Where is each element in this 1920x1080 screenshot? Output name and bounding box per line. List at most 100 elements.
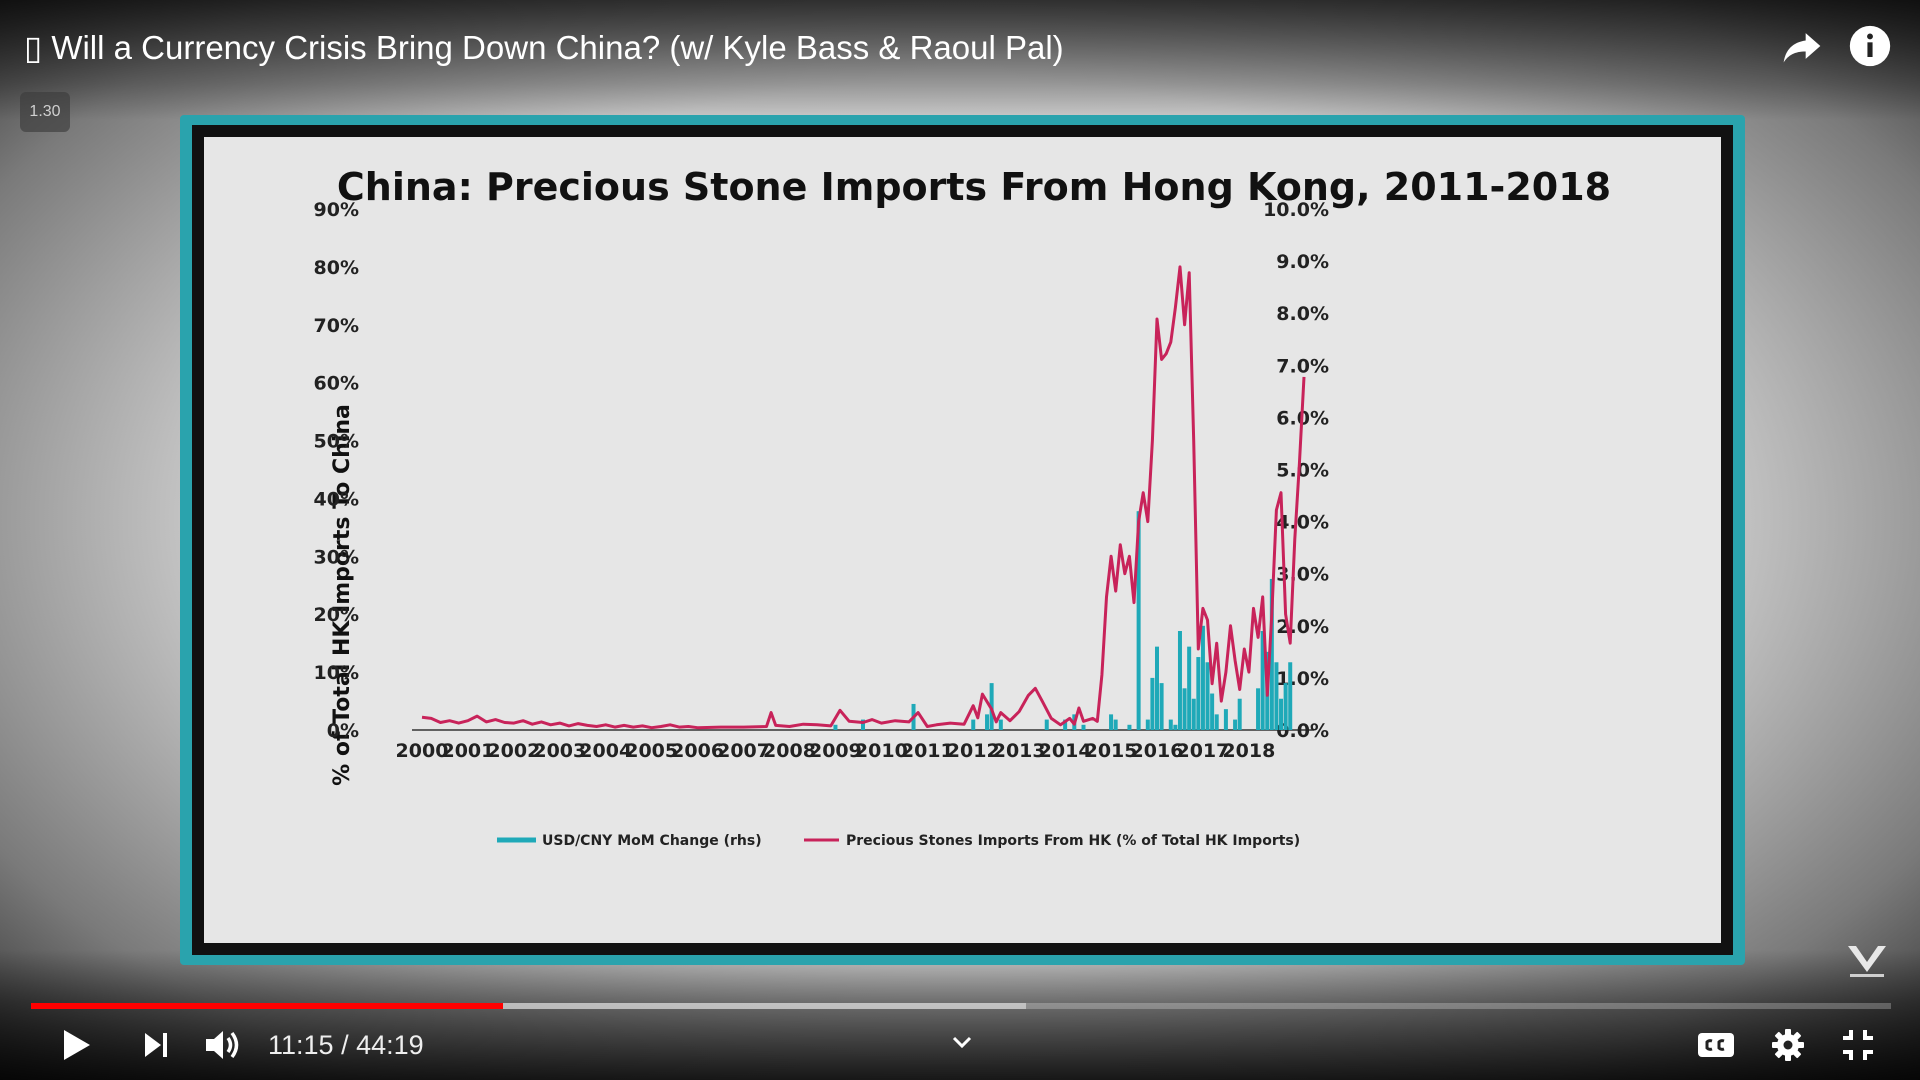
captions-button[interactable] (1694, 1024, 1738, 1066)
chart-bar (1288, 662, 1293, 730)
play-icon (64, 1030, 90, 1060)
chart-y2-tick-label: 10.0% (1263, 199, 1329, 221)
chart-x-tick-label: 2014 (1039, 740, 1092, 762)
chart-y2-tick-label: 2.0% (1276, 616, 1329, 638)
progress-buffered (31, 1003, 1027, 1009)
play-button[interactable] (56, 1024, 96, 1066)
chart-bar (1177, 631, 1182, 730)
time-display: 11:15 / 44:19 (268, 1030, 424, 1061)
chart-bar (1191, 698, 1196, 730)
chart-x-tick-label: 2001 (441, 740, 494, 762)
playback-speed-badge: 1.30 (20, 92, 70, 132)
chart-bar (1187, 646, 1192, 730)
chart-y-tick-label: 50% (314, 431, 359, 453)
chart-y-tick-label: 30% (314, 546, 359, 568)
chart-bar (833, 724, 838, 730)
chart-bar (1155, 646, 1159, 730)
chart-x-tick-label: 2004 (579, 740, 632, 762)
chart-y2-tick-label: 5.0% (1276, 460, 1329, 482)
chart-bar (1279, 698, 1284, 730)
chart-bar (1196, 657, 1201, 730)
chart-x-tick-label: 2011 (901, 740, 954, 762)
chart-x-tick-label: 2018 (1222, 740, 1275, 762)
chart-y2-tick-label: 4.0% (1276, 512, 1329, 534)
chart-bar (1200, 625, 1205, 730)
chart-bar (1274, 662, 1279, 730)
chart-title: China: Precious Stone Imports From Hong … (337, 165, 1611, 209)
chart-bar (1173, 724, 1178, 730)
info-button[interactable] (1848, 24, 1892, 68)
volume-button[interactable] (202, 1024, 246, 1066)
chart-y-tick-label: 60% (314, 373, 359, 395)
progress-bar[interactable] (31, 1003, 1891, 1009)
next-button[interactable] (138, 1024, 174, 1066)
chart-y2-tick-label: 3.0% (1276, 564, 1329, 586)
chart-bar (1136, 511, 1141, 730)
chart-y-tick-label: 10% (314, 662, 359, 684)
chart-x-tick-label: 2012 (947, 740, 1000, 762)
chart-bar (1210, 693, 1215, 730)
chart-bar (1233, 719, 1238, 730)
share-arrow-icon (1783, 33, 1821, 63)
chart-x-tick-label: 2013 (993, 740, 1046, 762)
chart-x-tick-label: 2006 (671, 740, 724, 762)
legend-label-usd-cny: USD/CNY MoM Change (rhs) (542, 833, 762, 849)
chart-paper: China: Precious Stone Imports From Hong … (204, 137, 1721, 943)
chart-frame-border: China: Precious Stone Imports From Hong … (192, 125, 1733, 955)
chart-x-tick-label: 2007 (717, 740, 770, 762)
chart-bar (1205, 662, 1210, 730)
chart-x-tick-label: 2000 (396, 740, 449, 762)
chart-x-tick-label: 2002 (487, 740, 540, 762)
chart-bar (1081, 724, 1086, 730)
chart-x-tick-label: 2005 (625, 740, 678, 762)
exit-fullscreen-icon (1843, 1030, 1873, 1060)
legend-label-precious-stones: Precious Stones Imports From HK (% of To… (846, 833, 1300, 849)
chart-bar (1223, 709, 1228, 730)
chart-x-tick-label: 2010 (855, 740, 908, 762)
chart-bar (1168, 719, 1173, 730)
chart-bar (1260, 631, 1265, 730)
progress-played (31, 1003, 504, 1009)
chart-y2-tick-label: 7.0% (1276, 355, 1329, 377)
chart-bar (1237, 698, 1242, 730)
closed-captions-icon (1698, 1033, 1734, 1057)
chart-bar (1113, 719, 1118, 730)
chart-bar (998, 719, 1003, 730)
info-icon (1849, 25, 1891, 67)
chart-y-tick-label: 70% (314, 315, 359, 337)
time-separator: / (333, 1030, 357, 1060)
chart-x-tick-label: 2008 (763, 740, 816, 762)
chevron-button[interactable] (948, 1028, 976, 1056)
chart-y-tick-label: 20% (314, 604, 359, 626)
chart-bar (1127, 724, 1132, 730)
chart-y2-tick-label: 8.0% (1276, 303, 1329, 325)
chart-line-precious-stones (421, 265, 1306, 730)
chart-legend: USD/CNY MoM Change (rhs) Precious Stones… (497, 833, 1300, 849)
chart-y-tick-label: 80% (314, 257, 359, 279)
chart-x-tick-label: 2003 (533, 740, 586, 762)
chart-x-tick-label: 2017 (1176, 740, 1229, 762)
skip-next-icon (145, 1033, 167, 1057)
chart-bar (1063, 719, 1068, 730)
top-gradient (0, 0, 1920, 120)
video-title[interactable]: ▯ Will a Currency Crisis Bring Down Chin… (24, 29, 1064, 66)
chart-frame: China: Precious Stone Imports From Hong … (180, 115, 1745, 965)
settings-button[interactable] (1766, 1024, 1810, 1066)
chart-bar (1044, 719, 1049, 730)
chart-bar (1145, 719, 1150, 730)
chart-y-tick-label: 90% (314, 199, 359, 221)
exit-fullscreen-button[interactable] (1836, 1024, 1880, 1066)
share-button[interactable] (1780, 24, 1824, 68)
time-current: 11:15 (268, 1030, 334, 1060)
chart-x-tick-label: 2016 (1131, 740, 1184, 762)
chart-x-tick-label: 2009 (809, 740, 862, 762)
time-total: 44:19 (356, 1030, 424, 1060)
chart-y2-tick-label: 9.0% (1276, 251, 1329, 273)
chart-y-axis-label: % of Total HK Imports To China (330, 404, 355, 786)
chart-bar (1109, 714, 1114, 730)
chart-bar (971, 719, 976, 730)
chart-bar (985, 714, 990, 730)
chart-bar (861, 719, 865, 730)
volume-icon (206, 1031, 239, 1059)
gear-icon (1772, 1029, 1804, 1061)
